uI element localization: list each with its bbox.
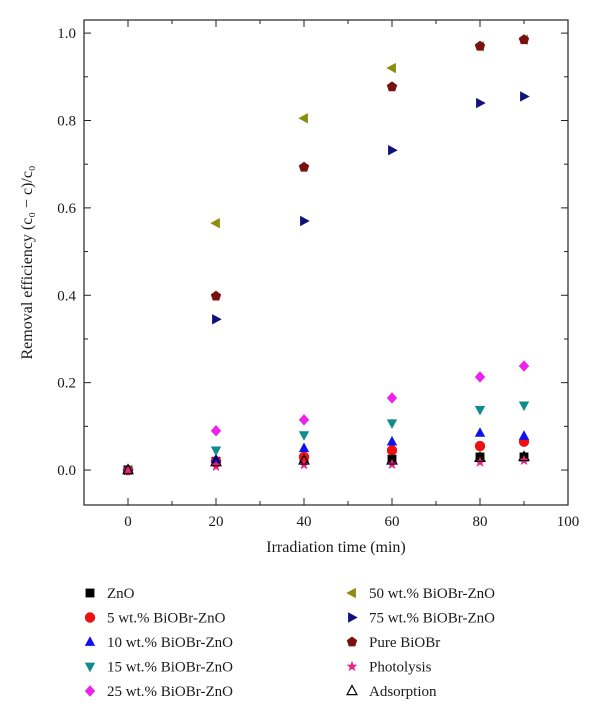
data-point: [474, 40, 486, 51]
legend-marker: [346, 684, 358, 696]
data-point: [122, 464, 134, 475]
data-point: [518, 360, 530, 372]
y-tick-label: 0.8: [57, 113, 76, 129]
axes: 0 20 40 60 80 100 0.0 0.2 0.4 0.6 0.8 1.0 Irradiatio…: [19, 19, 580, 556]
legend-item: 50 wt.% BiOBr-ZnO: [346, 586, 495, 602]
x-tick-label: 80: [473, 514, 488, 530]
data-point: [300, 215, 310, 227]
plot-area: [122, 34, 530, 476]
series-9: [122, 450, 530, 475]
data-point: [298, 414, 310, 426]
legend-label: 50 wt.% BiOBr-ZnO: [369, 586, 495, 602]
data-point: [210, 290, 222, 301]
y-tick-label: 0.0: [57, 463, 76, 479]
data-point: [474, 451, 486, 463]
data-point: [520, 91, 530, 102]
legend-marker: [348, 612, 358, 623]
data-point: [518, 450, 530, 462]
legend-marker: [346, 587, 356, 599]
data-point: [518, 430, 530, 440]
legend-marker: [346, 636, 358, 647]
y-tick-label: 0.4: [57, 288, 76, 304]
data-point: [298, 161, 310, 172]
x-tick-label: 0: [124, 514, 132, 530]
legend-label: Pure BiOBr: [369, 635, 440, 651]
data-point: [388, 145, 398, 156]
series-5: [122, 34, 528, 476]
x-tick-label: 40: [297, 514, 312, 530]
y-tick-label: 0.6: [57, 201, 76, 217]
series-3: [122, 401, 530, 476]
data-point: [518, 34, 530, 45]
legend-marker: [84, 662, 96, 673]
data-point: [298, 431, 310, 441]
data-point: [474, 371, 486, 383]
series-6: [124, 91, 530, 476]
data-point: [210, 446, 222, 457]
legend-label: 5 wt.% BiOBr-ZnO: [107, 611, 226, 627]
legend-label: 15 wt.% BiOBr-ZnO: [107, 660, 233, 676]
legend-label: ZnO: [107, 586, 135, 602]
legend-marker: [84, 636, 96, 646]
series-7: [122, 34, 530, 475]
y-tick-label: 1.0: [57, 26, 76, 42]
legend-marker: [85, 588, 95, 598]
y-tick-label: 0.2: [57, 376, 76, 392]
legend-item: 75 wt.% BiOBr-ZnO: [348, 611, 495, 627]
data-point: [474, 440, 486, 452]
x-tick-label: 100: [557, 514, 580, 530]
data-point: [386, 81, 398, 92]
legend-item: 5 wt.% BiOBr-ZnO: [84, 611, 226, 627]
legend-item: 15 wt.% BiOBr-ZnO: [84, 660, 233, 676]
legend: ZnO 5 wt.% BiOBr-ZnO 10 wt.% BiOBr-ZnO 15 w…: [84, 586, 495, 700]
legend-label: 25 wt.% BiOBr-ZnO: [107, 684, 233, 700]
data-point: [474, 405, 486, 416]
legend-item: Photolysis: [346, 660, 432, 676]
series-4: [122, 360, 530, 476]
x-tick-label: 60: [385, 514, 400, 530]
legend-item: 10 wt.% BiOBr-ZnO: [84, 635, 233, 651]
legend-label: 75 wt.% BiOBr-ZnO: [369, 611, 495, 627]
data-point: [210, 455, 222, 467]
legend-item: Adsorption: [346, 684, 437, 700]
data-point: [298, 453, 310, 465]
series-0: [123, 452, 529, 475]
data-point: [386, 392, 398, 404]
data-point: [386, 453, 398, 465]
data-point: [298, 113, 308, 124]
legend-label: 10 wt.% BiOBr-ZnO: [107, 635, 233, 651]
data-point: [518, 401, 530, 412]
data-point: [386, 419, 398, 430]
data-point: [386, 62, 396, 74]
legend-label: Photolysis: [369, 660, 432, 676]
plot-frame: [83, 19, 569, 506]
legend-item: Pure BiOBr: [346, 635, 440, 651]
data-point: [212, 314, 222, 325]
x-axis-title: Irradiation time (min): [266, 539, 406, 556]
legend-marker: [84, 685, 96, 697]
data-point: [474, 427, 486, 437]
series-1: [122, 436, 530, 476]
legend-item: 25 wt.% BiOBr-ZnO: [84, 684, 233, 700]
data-point: [386, 435, 398, 446]
data-point: [210, 217, 220, 229]
data-point: [210, 425, 222, 437]
series-8: [122, 454, 530, 475]
x-tick-label: 20: [209, 514, 224, 530]
legend-marker: [346, 660, 358, 672]
data-point: [122, 463, 134, 475]
legend-marker: [84, 612, 96, 623]
legend-label: Adsorption: [369, 684, 437, 700]
data-point: [476, 97, 486, 109]
series-2: [122, 427, 530, 474]
data-point: [518, 454, 530, 466]
legend-item: ZnO: [85, 586, 135, 602]
data-point: [298, 442, 310, 453]
y-axis-title: Removal efficiency (c₀ − c)/c₀: [19, 165, 36, 359]
data-point: [386, 445, 398, 456]
